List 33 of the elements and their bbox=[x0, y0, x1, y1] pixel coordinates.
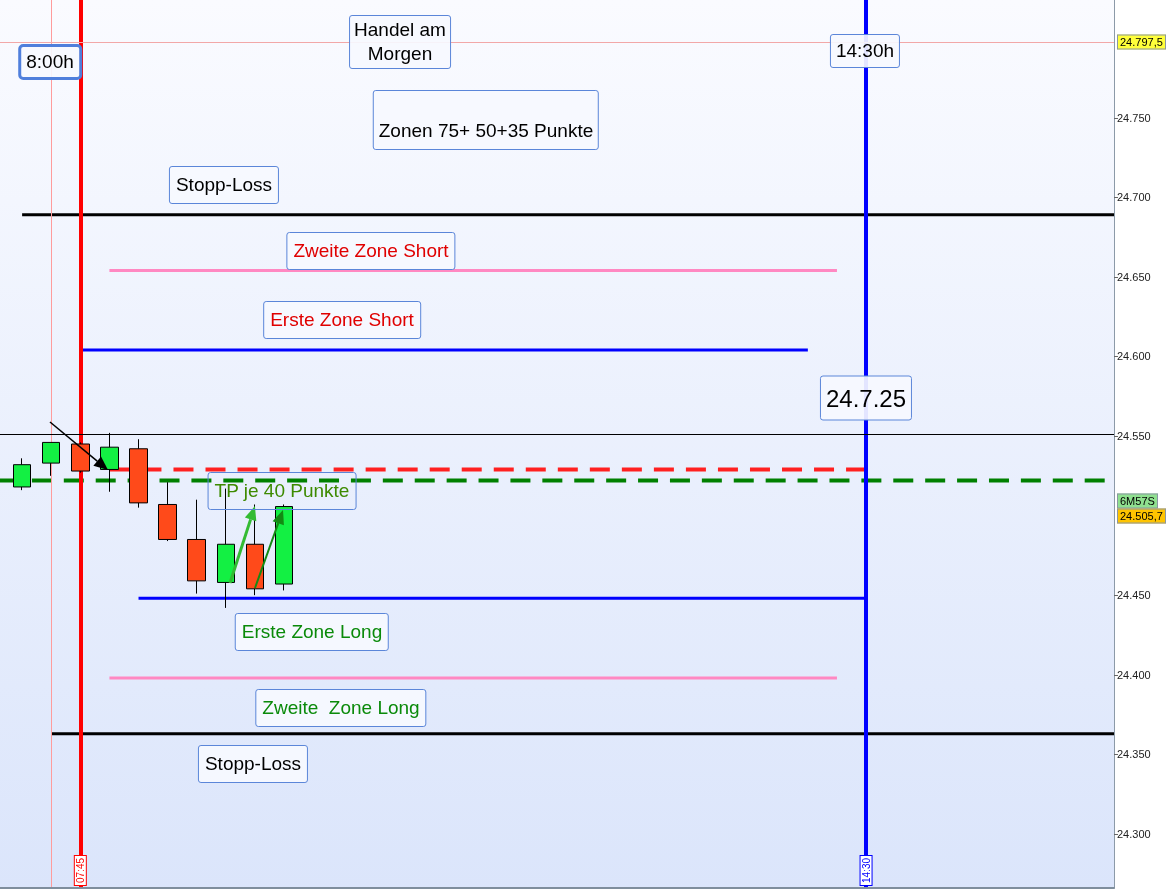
annotation: Zweite Zone Long bbox=[255, 689, 427, 727]
x-tick-label: 14:30 bbox=[861, 857, 873, 883]
annotation: Handel am Morgen bbox=[349, 15, 451, 69]
candlestick bbox=[129, 438, 148, 509]
annotation: Stopp-Loss bbox=[168, 166, 280, 204]
annotation: Erste Zone Long bbox=[234, 613, 390, 651]
candlestick bbox=[42, 441, 60, 477]
y-tick-label: 24.600 bbox=[1117, 350, 1151, 363]
candlestick bbox=[246, 503, 264, 596]
y-tick-label: 24.300 bbox=[1117, 827, 1151, 840]
y-tick-label: 24.550 bbox=[1117, 430, 1151, 443]
candlestick bbox=[158, 481, 177, 542]
annotation: 8:00h bbox=[18, 44, 82, 80]
annotation: Stopp-Loss bbox=[197, 745, 309, 783]
ref-line-label: 24.797,5 bbox=[1117, 34, 1166, 50]
y-tick-label: 24.700 bbox=[1117, 191, 1151, 204]
y-tick-label: 24.650 bbox=[1117, 270, 1151, 283]
y-tick-label: 24.350 bbox=[1117, 748, 1151, 761]
y-tick-label: 24.400 bbox=[1117, 668, 1151, 681]
annotation: Zweite Zone Short bbox=[286, 232, 456, 270]
text: 6M57S bbox=[1117, 493, 1158, 509]
annotation: 14:30h bbox=[829, 34, 901, 68]
annotation: TP je 40 Punkte bbox=[207, 472, 357, 510]
annotation: 24.7.25 bbox=[819, 375, 913, 421]
text: 24.505,7 bbox=[1117, 508, 1166, 524]
candlestick bbox=[187, 499, 206, 595]
y-tick-label: 24.450 bbox=[1117, 589, 1151, 602]
x-tick-label: 07:45 bbox=[75, 857, 87, 883]
candlestick bbox=[13, 457, 31, 491]
annotation: Erste Zone Short bbox=[263, 301, 421, 339]
annotation: Zonen 75+ 50+35 Punkte bbox=[372, 90, 600, 150]
y-tick-label: 24.750 bbox=[1117, 111, 1151, 124]
candlestick bbox=[71, 441, 90, 474]
